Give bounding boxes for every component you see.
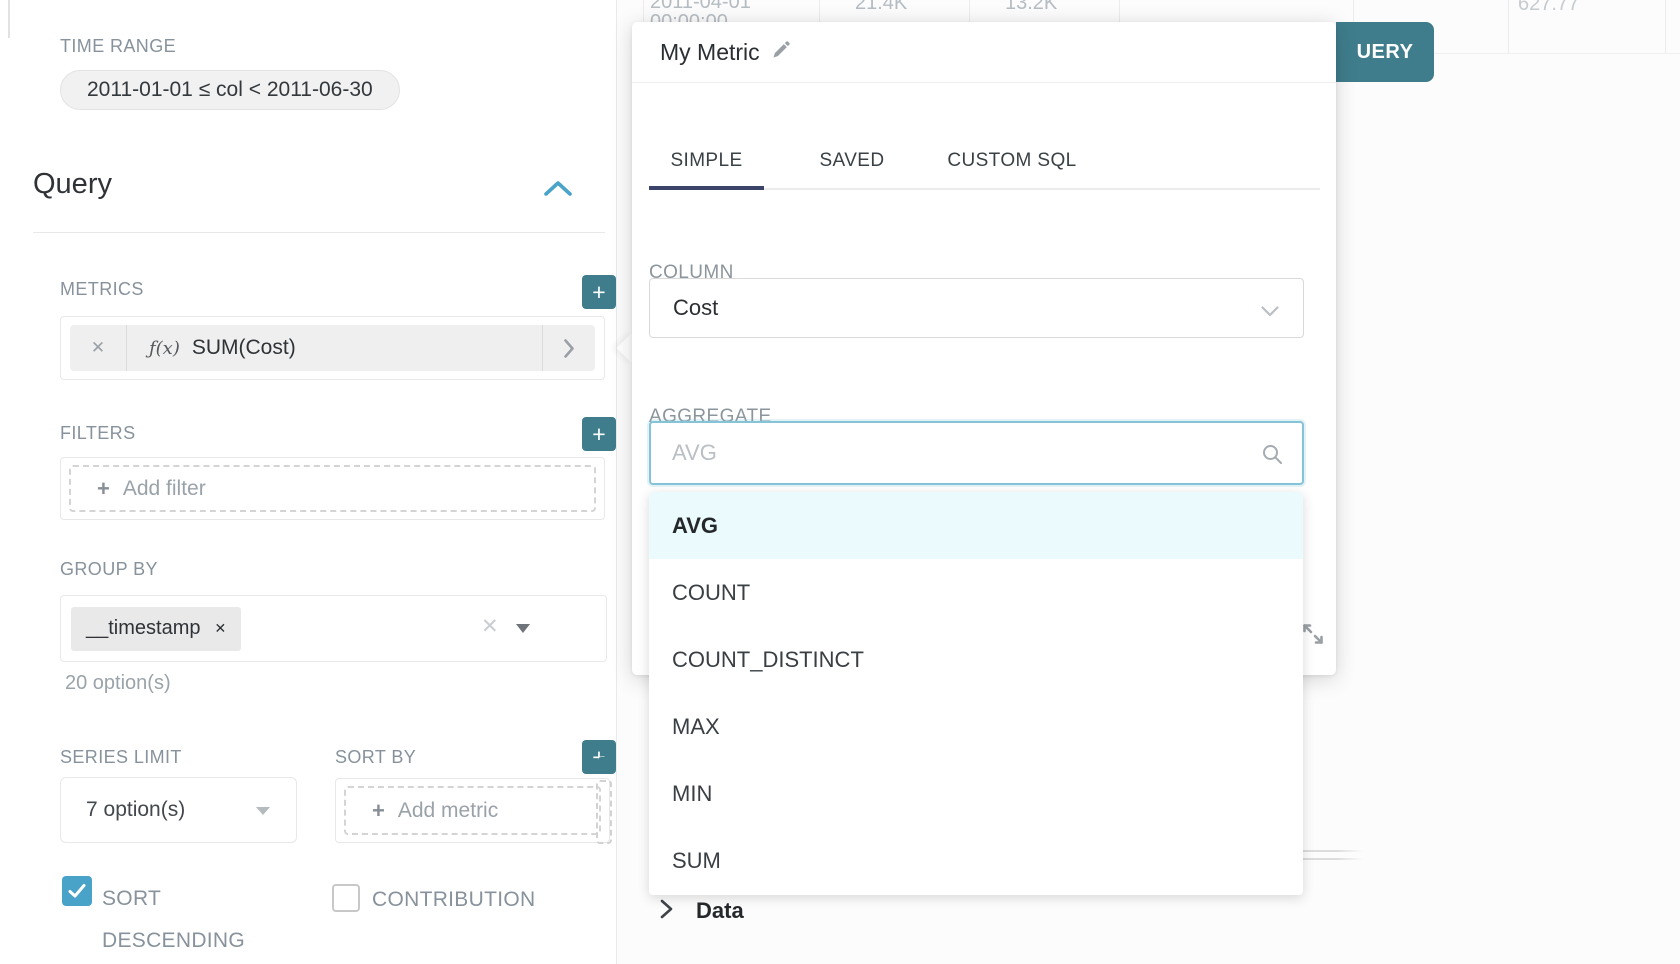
query-section-title: Query xyxy=(33,168,112,200)
aggregate-option-max[interactable]: MAX xyxy=(672,713,720,739)
add-metric-placeholder: Add metric xyxy=(397,798,499,822)
check-icon xyxy=(68,884,86,898)
aggregate-option-count[interactable]: COUNT xyxy=(672,579,751,605)
table-cell-value3: 627.77 xyxy=(1518,0,1580,15)
edit-pencil-icon[interactable] xyxy=(771,40,791,65)
section-divider xyxy=(33,232,605,233)
dropdown-caret-icon xyxy=(256,807,270,815)
search-icon xyxy=(1261,443,1284,471)
collapse-section-icon[interactable] xyxy=(544,180,572,201)
add-filter-button[interactable]: + xyxy=(582,417,616,451)
plus-icon: + xyxy=(592,278,606,305)
aggregate-option-sum[interactable]: SUM xyxy=(672,847,721,873)
popover-header: My Metric xyxy=(632,22,1336,83)
chevron-right-icon xyxy=(563,338,574,358)
group-by-options-hint: 20 option(s) xyxy=(65,672,171,694)
metric-title: My Metric xyxy=(660,38,760,65)
group-by-label: GROUP BY xyxy=(60,559,158,579)
metric-pill-label[interactable]: ƒ(x) SUM(Cost) xyxy=(127,325,542,371)
sort-by-control: + Add metric xyxy=(335,778,610,843)
filters-label: FILTERS xyxy=(60,423,136,443)
sort-descending-checkbox[interactable] xyxy=(62,876,92,906)
tab-custom-sql[interactable]: CUSTOM SQL xyxy=(947,150,1077,171)
plus-icon: + xyxy=(372,797,385,823)
series-limit-select[interactable]: 7 option(s) xyxy=(60,777,297,843)
table-cell-value2: 13.2K xyxy=(1005,0,1058,14)
data-panel-label: Data xyxy=(696,898,744,923)
metric-expand-caret[interactable] xyxy=(542,325,595,371)
table-gridline xyxy=(1665,0,1666,53)
column-select[interactable]: Cost xyxy=(649,278,1304,338)
metric-pill[interactable]: ✕ ƒ(x) SUM(Cost) xyxy=(70,325,595,371)
aggregate-option-min[interactable]: MIN xyxy=(672,780,713,806)
aggregate-option-avg[interactable]: AVG xyxy=(649,492,1303,559)
data-panel-header[interactable]: Data xyxy=(660,898,744,924)
table-gridline xyxy=(643,0,644,22)
table-gridline xyxy=(969,0,970,22)
table-cell-value1: 21.4K xyxy=(855,0,908,14)
chevron-down-icon xyxy=(1261,304,1279,322)
tab-saved[interactable]: SAVED xyxy=(819,150,885,171)
panel-resize-line xyxy=(1303,850,1363,852)
add-metric-button[interactable]: + xyxy=(582,275,616,309)
time-range-pill[interactable]: 2011-01-01 ≤ col < 2011-06-30 xyxy=(60,70,400,110)
remove-tag-icon[interactable]: ✕ xyxy=(214,620,227,636)
run-query-button[interactable]: UERY xyxy=(1336,22,1434,82)
contribution-checkbox[interactable] xyxy=(332,884,360,912)
table-gridline xyxy=(1508,0,1509,53)
add-filter-placeholder: Add filter xyxy=(122,476,206,500)
dropdown-caret-icon[interactable] xyxy=(516,624,530,633)
table-gridline xyxy=(1336,53,1680,54)
panel-resize-line xyxy=(1303,858,1363,860)
metric-popover-tabs: SIMPLE SAVED CUSTOM SQL xyxy=(649,134,1320,190)
table-gridline xyxy=(1119,0,1120,22)
add-filter-dropzone[interactable]: + Add filter xyxy=(69,465,596,512)
time-range-label: TIME RANGE xyxy=(60,36,177,56)
clear-select-icon[interactable]: ✕ xyxy=(481,615,499,638)
sort-by-label: SORT BY xyxy=(335,747,417,767)
table-gridline xyxy=(819,0,820,22)
column-label: COLUMN xyxy=(649,262,734,283)
clipped-plus-button xyxy=(598,757,615,773)
sort-descending-label: SORT DESCENDING xyxy=(102,887,246,952)
filters-control: + Add filter xyxy=(60,457,605,520)
metric-name: SUM(Cost) xyxy=(191,336,296,359)
function-icon: ƒ(x) xyxy=(149,337,180,359)
chevron-right-icon xyxy=(660,899,674,924)
group-by-tag: __timestamp ✕ xyxy=(71,606,242,651)
remove-metric-icon[interactable]: ✕ xyxy=(70,325,127,371)
aggregate-option-count-distinct[interactable]: COUNT_DISTINCT xyxy=(672,646,864,672)
metrics-control: ✕ ƒ(x) SUM(Cost) xyxy=(60,316,605,380)
column-select-value: Cost xyxy=(673,295,719,320)
series-limit-value: 7 option(s) xyxy=(86,798,186,821)
series-limit-label: SERIES LIMIT xyxy=(60,747,182,767)
popover-resize-icon[interactable] xyxy=(1300,621,1326,647)
group-by-select[interactable]: __timestamp ✕ ✕ xyxy=(60,595,607,662)
metrics-label: METRICS xyxy=(60,279,144,299)
aggregate-search-input[interactable]: AVG xyxy=(649,421,1304,485)
tab-simple[interactable]: SIMPLE xyxy=(649,134,764,190)
table-cell-timestamp-date: 2011-04-01 xyxy=(650,0,751,13)
contribution-label: CONTRIBUTION xyxy=(372,888,536,911)
aggregate-dropdown: AVG COUNT COUNT_DISTINCT MAX MIN SUM xyxy=(649,492,1303,895)
clipped-dropzone xyxy=(596,780,612,844)
group-by-tag-label: __timestamp xyxy=(86,617,201,639)
aggregate-placeholder: AVG xyxy=(672,440,717,465)
plus-icon: + xyxy=(592,420,606,447)
panel-edge-line xyxy=(8,0,10,38)
panel-divider[interactable] xyxy=(616,0,617,964)
add-sort-metric-dropzone[interactable]: + Add metric xyxy=(344,786,601,835)
plus-icon: + xyxy=(97,475,110,501)
